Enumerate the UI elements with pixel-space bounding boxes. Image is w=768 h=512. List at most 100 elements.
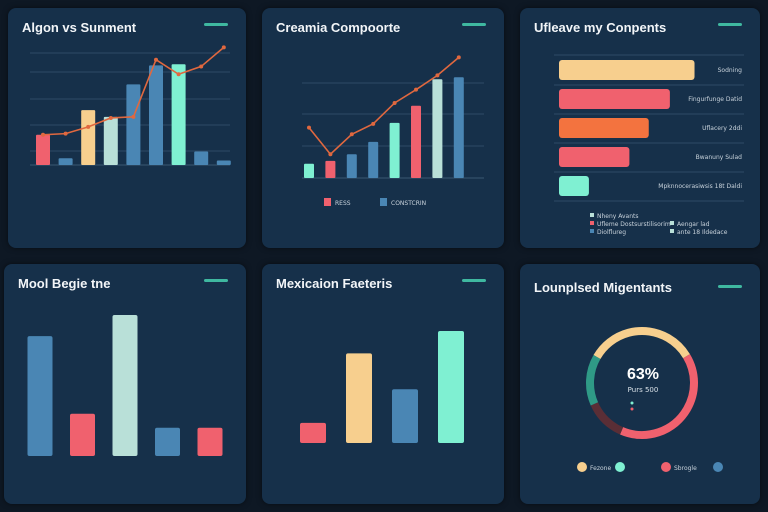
panel-title: Creamia Compoorte	[276, 20, 401, 35]
trend-point	[456, 55, 461, 60]
bar	[559, 89, 670, 109]
bar	[112, 315, 138, 456]
legend-label: RESS	[335, 200, 351, 207]
panel-menu-handle[interactable]	[718, 23, 742, 26]
panel-menu-handle[interactable]	[462, 279, 486, 282]
trend-point	[86, 124, 91, 129]
legend-swatch	[615, 462, 625, 472]
legend-label: Aengar lad	[677, 221, 710, 228]
bar	[197, 427, 223, 456]
trend-point	[328, 152, 333, 157]
legend-label: Sbrogle	[674, 465, 697, 472]
chart-mool	[27, 315, 223, 456]
bar	[155, 427, 180, 456]
bar	[411, 105, 421, 178]
trend-point	[63, 131, 68, 136]
legend-swatch	[590, 221, 594, 225]
bar	[300, 422, 326, 443]
legend-swatch	[661, 462, 671, 472]
legend-swatch	[577, 462, 587, 472]
panel-menu-handle[interactable]	[462, 23, 486, 26]
panel-title: Ufleave my Conpents	[534, 20, 667, 35]
legend-label: Diolflureg	[597, 229, 626, 236]
bar	[194, 151, 209, 165]
donut-slice	[586, 327, 698, 439]
bar	[304, 163, 314, 178]
panel-title: Mexicaion Faeteris	[276, 276, 393, 291]
bar	[389, 122, 400, 178]
panel-menu-handle[interactable]	[204, 23, 228, 26]
legend-swatch	[590, 213, 594, 217]
trend-line	[308, 56, 460, 156]
panel-title: Lounplsed Migentants	[534, 280, 672, 295]
bar-label: Bwanuny Sulad	[696, 154, 743, 161]
chart-algon	[30, 45, 231, 166]
bar-label: Uflacery 2ddi	[702, 125, 742, 132]
panel-mexicaion: Mexicaion Faeteris	[262, 264, 504, 504]
chart-mexicaion	[300, 331, 464, 443]
donut-center-value: 63%	[627, 366, 659, 383]
legend-label: ante 18 Ildedace	[677, 229, 728, 236]
panel-menu-handle[interactable]	[718, 285, 742, 288]
legend-swatch	[590, 229, 594, 233]
trend-point	[41, 132, 45, 137]
bar	[559, 60, 695, 80]
donut-center-label: Purs 500	[628, 386, 659, 394]
panel-algon: Algon vs Sunment	[8, 8, 246, 248]
bar	[36, 134, 50, 165]
panel-menu-handle[interactable]	[204, 279, 228, 282]
legend-swatch	[380, 198, 387, 206]
trend-point	[392, 100, 397, 105]
bar	[453, 77, 464, 178]
bar	[432, 79, 443, 178]
bar-label: Mpknnocerasiwsis 18t Daldi	[658, 183, 742, 190]
bar	[58, 158, 73, 165]
bar	[149, 65, 163, 165]
bar	[103, 116, 118, 165]
bar	[559, 147, 630, 167]
legend-dot	[630, 401, 634, 405]
trend-point	[199, 64, 204, 69]
bar	[438, 331, 464, 443]
donut-slice	[586, 327, 698, 439]
legend-label: Nheny Avants	[597, 213, 639, 220]
legend-label: CONSTCRIN	[391, 200, 426, 207]
bar	[346, 154, 357, 178]
chart-lounplsed: 63% Purs 500 Fezone Sbrogle	[577, 327, 723, 472]
bar	[171, 64, 186, 165]
legend-dot	[630, 407, 634, 411]
panel-lounplsed: Lounplsed Migentants 63% Purs 500 Fezone Sb…	[520, 264, 760, 504]
bar-label: Sodning	[718, 67, 743, 74]
trend-point	[414, 87, 418, 92]
trend-point	[371, 121, 376, 126]
bar-label: Fingurfunge Datid	[688, 96, 742, 103]
legend-label: Fezone	[590, 465, 611, 472]
trend-point	[108, 115, 113, 120]
panel-ufleave: Ufleave my Conpents Sodning Fingurfunge D…	[520, 8, 760, 248]
bar	[70, 413, 95, 456]
trend-point	[435, 73, 440, 78]
donut-slice	[586, 327, 698, 439]
bar	[346, 353, 372, 443]
panel-creamia: Creamia Compoorte RESS CONSTCRIN	[262, 8, 504, 248]
bar	[559, 118, 649, 138]
legend-label: Ufleme Dostsurstilisorim	[597, 221, 671, 228]
bar	[392, 389, 418, 443]
panel-title: Mool Begie tne	[18, 276, 111, 291]
bar	[27, 336, 53, 456]
bar	[368, 141, 379, 178]
trend-point	[307, 125, 311, 130]
bar	[81, 110, 96, 165]
trend-point	[154, 57, 158, 62]
trend-point	[349, 132, 354, 137]
chart-ufleave: Sodning Fingurfunge Datid Uflacery 2ddi Bwa…	[554, 54, 744, 236]
legend-swatch	[324, 198, 331, 206]
panel-mool: Mool Begie tne	[4, 264, 246, 504]
bar	[216, 160, 231, 165]
bar	[559, 176, 589, 196]
trend-point	[176, 72, 181, 77]
bar	[126, 84, 141, 165]
trend-point	[131, 114, 136, 119]
chart-creamia: RESS CONSTCRIN	[302, 55, 484, 207]
panel-title: Algon vs Sunment	[22, 20, 137, 35]
